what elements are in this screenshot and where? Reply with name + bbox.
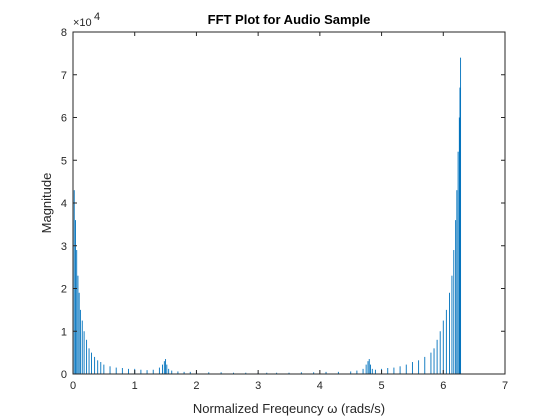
data-bar [458,117,460,374]
y-tick-label: 0 [61,369,67,381]
data-bar [399,366,401,374]
data-bar [365,364,367,374]
data-bar [140,369,142,374]
data-bar [325,371,327,374]
data-bar [146,370,148,374]
data-bar [83,331,85,374]
y-tick-label: 7 [61,70,67,82]
data-bar [168,368,170,374]
data-bar [162,364,163,374]
x-tick-label: 7 [502,380,508,392]
data-bar [453,250,455,374]
data-bar [456,190,458,374]
y-tick-label: 1 [61,326,67,338]
data-bar [449,292,450,374]
data-bar [177,371,179,374]
data-bar [405,364,407,374]
y-tick-label: 5 [61,155,67,167]
data-bar [418,360,420,374]
data-bar [220,372,222,374]
data-bar [208,372,210,374]
data-bar [166,364,168,374]
data-bar [233,372,234,374]
data-bar [460,57,462,375]
data-bar [393,367,395,374]
data-bar [411,362,413,374]
data-bar [183,371,185,374]
data-bar [439,331,441,374]
data-bar [158,367,160,374]
x-tick-label: 2 [193,380,199,392]
data-bar [81,320,83,374]
data-bar [313,372,315,374]
data-bar [436,339,438,374]
data-bar [75,220,76,374]
data-bar [337,371,339,374]
data-bar [451,275,453,374]
data-bar [91,352,92,375]
data-bar [171,370,173,374]
x-tick-label: 4 [317,380,323,392]
data-bar [115,367,117,374]
y-tick-label: 6 [61,113,67,125]
plot-area [73,32,505,374]
y-tick-label: 3 [61,241,67,253]
data-bar [128,368,129,374]
data-bar [76,250,78,374]
data-bar [300,372,302,374]
data-bar [387,368,389,374]
data-bar [109,366,111,374]
data-bar [350,371,352,374]
data-bar [459,87,461,374]
data-bar [165,359,167,374]
y-tick-label: 8 [61,27,67,39]
data-bar [457,151,459,374]
data-bar [367,361,369,374]
y-tick-label: 4 [61,198,67,210]
data-bar [430,352,432,375]
data-bar [73,190,75,374]
x-tick-label: 5 [379,380,385,392]
y-tick-label: 2 [61,284,67,296]
data-bar [368,359,370,374]
data-bar [103,364,105,374]
data-bar [86,339,88,374]
y-exponent-label: ×10 [73,17,92,29]
data-bar [371,368,373,374]
data-bar [163,361,165,374]
data-bar [445,309,447,375]
data-bar [97,360,99,374]
data-bar [276,372,278,374]
data-bar [100,362,102,374]
data-bar [288,372,290,374]
x-tick-label: 6 [440,380,446,392]
data-bar [455,220,457,374]
x-tick-label: 3 [255,380,261,392]
data-bar [370,364,371,374]
y-exponent-power: 4 [94,11,100,23]
x-axis-label: Normalized Freqeuncy ω (rads/s) [193,401,385,416]
data-bar [362,368,364,374]
data-bar [245,372,247,374]
data-bar [433,348,435,374]
data-bar [94,356,96,374]
data-bar [121,368,123,374]
y-axis-label: Magnitude [39,173,54,234]
data-bar [424,356,426,374]
data-bar [266,372,268,374]
x-tick-label: 0 [70,380,76,392]
data-bar [189,371,191,374]
data-bar [442,320,444,374]
data-bar [78,292,80,374]
data-bar [79,309,81,375]
data-bar [356,370,358,374]
chart-title: FFT Plot for Audio Sample [208,12,371,27]
data-bar [77,275,79,374]
data-bar [88,348,90,374]
data-bar [152,369,154,374]
x-tick-label: 1 [132,380,138,392]
data-bar [374,369,376,374]
